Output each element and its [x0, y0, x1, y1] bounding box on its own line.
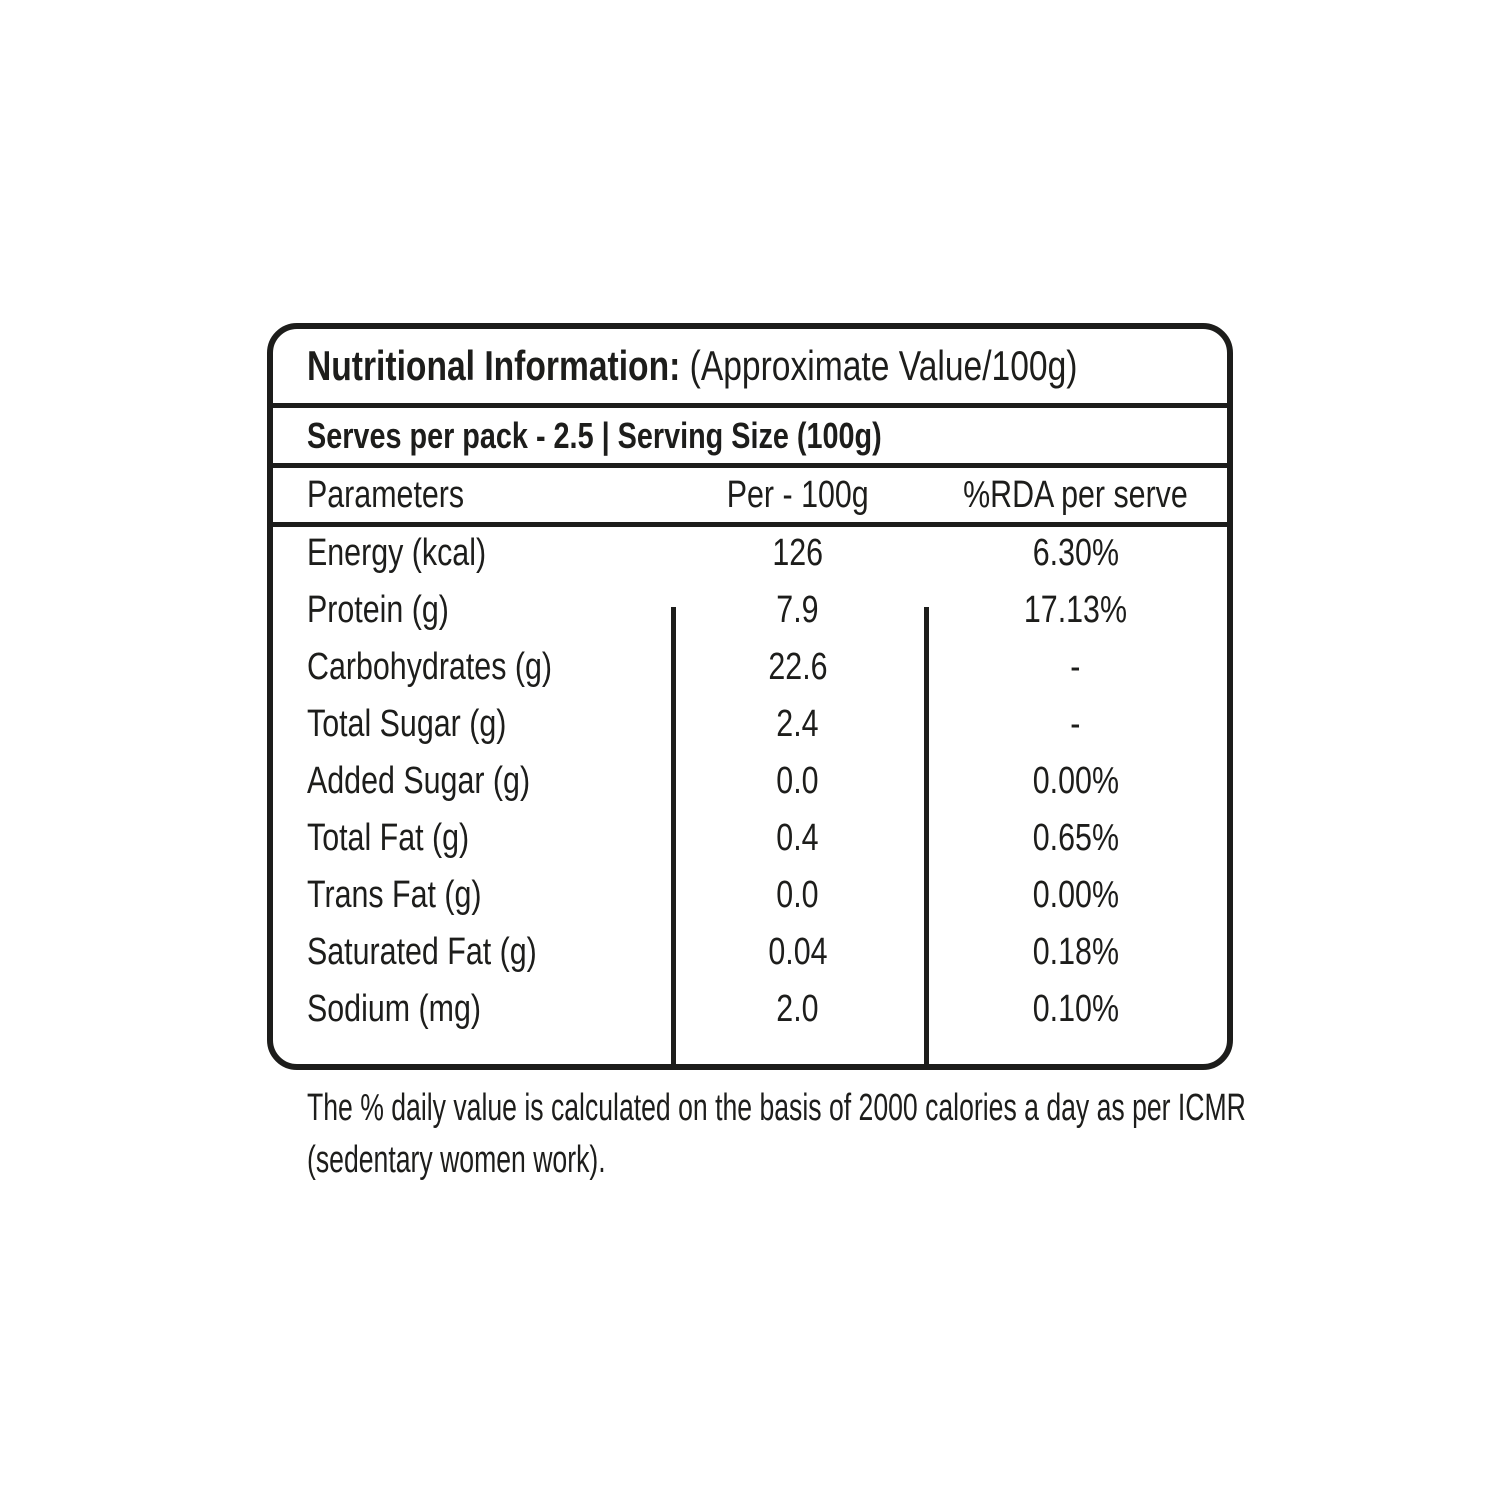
row-per100-value-text: 0.0: [776, 760, 819, 802]
table-row-row-rda-value: -: [924, 639, 1227, 696]
row-rda-value-text: 0.18%: [1032, 931, 1119, 973]
table-row-row-per100-value: 7.9: [671, 582, 924, 639]
footnote-text: The % daily value is calculated on the b…: [307, 1087, 1246, 1181]
row-rda-value-text: 0.00%: [1032, 874, 1119, 916]
column-divider-1: [671, 607, 676, 1064]
table-row-row-per100-value: 22.6: [671, 639, 924, 696]
serves-row: Serves per pack - 2.5 | Serving Size (10…: [273, 408, 1227, 468]
row-label-text: Trans Fat (g): [307, 874, 482, 916]
table-row-row-per100-value: 0.0: [671, 867, 924, 924]
panel-title-bold: Nutritional Information:: [307, 342, 681, 389]
table-row-row-per100-value: 0.04: [671, 924, 924, 981]
panel-title-normal: (Approximate Value/100g): [689, 342, 1078, 389]
row-label-text: Carbohydrates (g): [307, 646, 552, 688]
row-label-text: Total Fat (g): [307, 817, 470, 859]
row-rda-value-text: 6.30%: [1032, 532, 1119, 574]
row-per100-value-text: 0.0: [776, 874, 819, 916]
nutrition-panel: Nutritional Information: (Approximate Va…: [267, 323, 1233, 1070]
panel-title: Nutritional Information: (Approximate Va…: [307, 342, 1078, 390]
table-row-row-label: Energy (kcal): [273, 525, 671, 582]
row-rda-value-text: 0.10%: [1032, 988, 1119, 1030]
row-label-text: Saturated Fat (g): [307, 931, 537, 973]
table-row-row-label: Protein (g): [273, 582, 671, 639]
table-row-row-per100-value: 2.4: [671, 696, 924, 753]
row-rda-value-text: 0.00%: [1032, 760, 1119, 802]
table-row-row-per100-value: 0.4: [671, 810, 924, 867]
row-per100-value-text: 7.9: [776, 589, 819, 631]
row-label-text: Energy (kcal): [307, 532, 487, 574]
table-row-row-label: Total Sugar (g): [273, 696, 671, 753]
row-label-text: Added Sugar (g): [307, 760, 531, 802]
table-row-row-label: Total Fat (g): [273, 810, 671, 867]
table-row-row-label: Carbohydrates (g): [273, 639, 671, 696]
row-label-text: Protein (g): [307, 589, 449, 631]
table-row-row-rda-value: -: [924, 696, 1227, 753]
table-row-row-label: Trans Fat (g): [273, 867, 671, 924]
row-label-text: Sodium (mg): [307, 988, 481, 1030]
header-per-100g-text: Per - 100g: [726, 473, 869, 516]
table-row-row-label: Added Sugar (g): [273, 753, 671, 810]
header-rda-per-serve-text: %RDA per serve: [963, 473, 1188, 516]
table-row-row-label: Saturated Fat (g): [273, 924, 671, 981]
row-per100-value-text: 0.04: [767, 931, 828, 973]
table-row-row-label: Sodium (mg): [273, 981, 671, 1038]
header-parameters: Parameters: [273, 468, 671, 527]
row-per100-value-text: 22.6: [767, 646, 828, 688]
header-rda-per-serve: %RDA per serve: [924, 468, 1227, 527]
table-row-row-per100-value: 0.0: [671, 753, 924, 810]
row-per100-value-text: 126: [772, 532, 823, 574]
serves-text: Serves per pack - 2.5 | Serving Size (10…: [307, 414, 882, 456]
column-divider-2: [924, 607, 929, 1064]
table-row-row-rda-value: 17.13%: [924, 582, 1227, 639]
panel-title-row: Nutritional Information: (Approximate Va…: [273, 329, 1227, 408]
table-row-row-rda-value: 0.00%: [924, 867, 1227, 924]
table-row-row-rda-value: 0.18%: [924, 924, 1227, 981]
table-row-row-rda-value: 0.65%: [924, 810, 1227, 867]
row-per100-value-text: 2.0: [776, 988, 819, 1030]
row-rda-value-text: 17.13%: [1023, 589, 1128, 631]
row-label-text: Total Sugar (g): [307, 703, 507, 745]
row-per100-value-text: 0.4: [776, 817, 819, 859]
row-per100-value-text: 2.4: [776, 703, 819, 745]
header-parameters-text: Parameters: [307, 473, 465, 516]
table-row-row-rda-value: 0.10%: [924, 981, 1227, 1038]
row-rda-value-text: -: [1070, 703, 1081, 745]
table-row-row-per100-value: 2.0: [671, 981, 924, 1038]
row-rda-value-text: 0.65%: [1032, 817, 1119, 859]
table-row-row-rda-value: 6.30%: [924, 525, 1227, 582]
table-row-row-rda-value: 0.00%: [924, 753, 1227, 810]
row-rda-value-text: -: [1070, 646, 1081, 688]
table-row-row-per100-value: 126: [671, 525, 924, 582]
nutrition-grid: Parameters Per - 100g %RDA per serve Ene…: [273, 468, 1227, 1064]
header-per-100g: Per - 100g: [671, 468, 924, 527]
